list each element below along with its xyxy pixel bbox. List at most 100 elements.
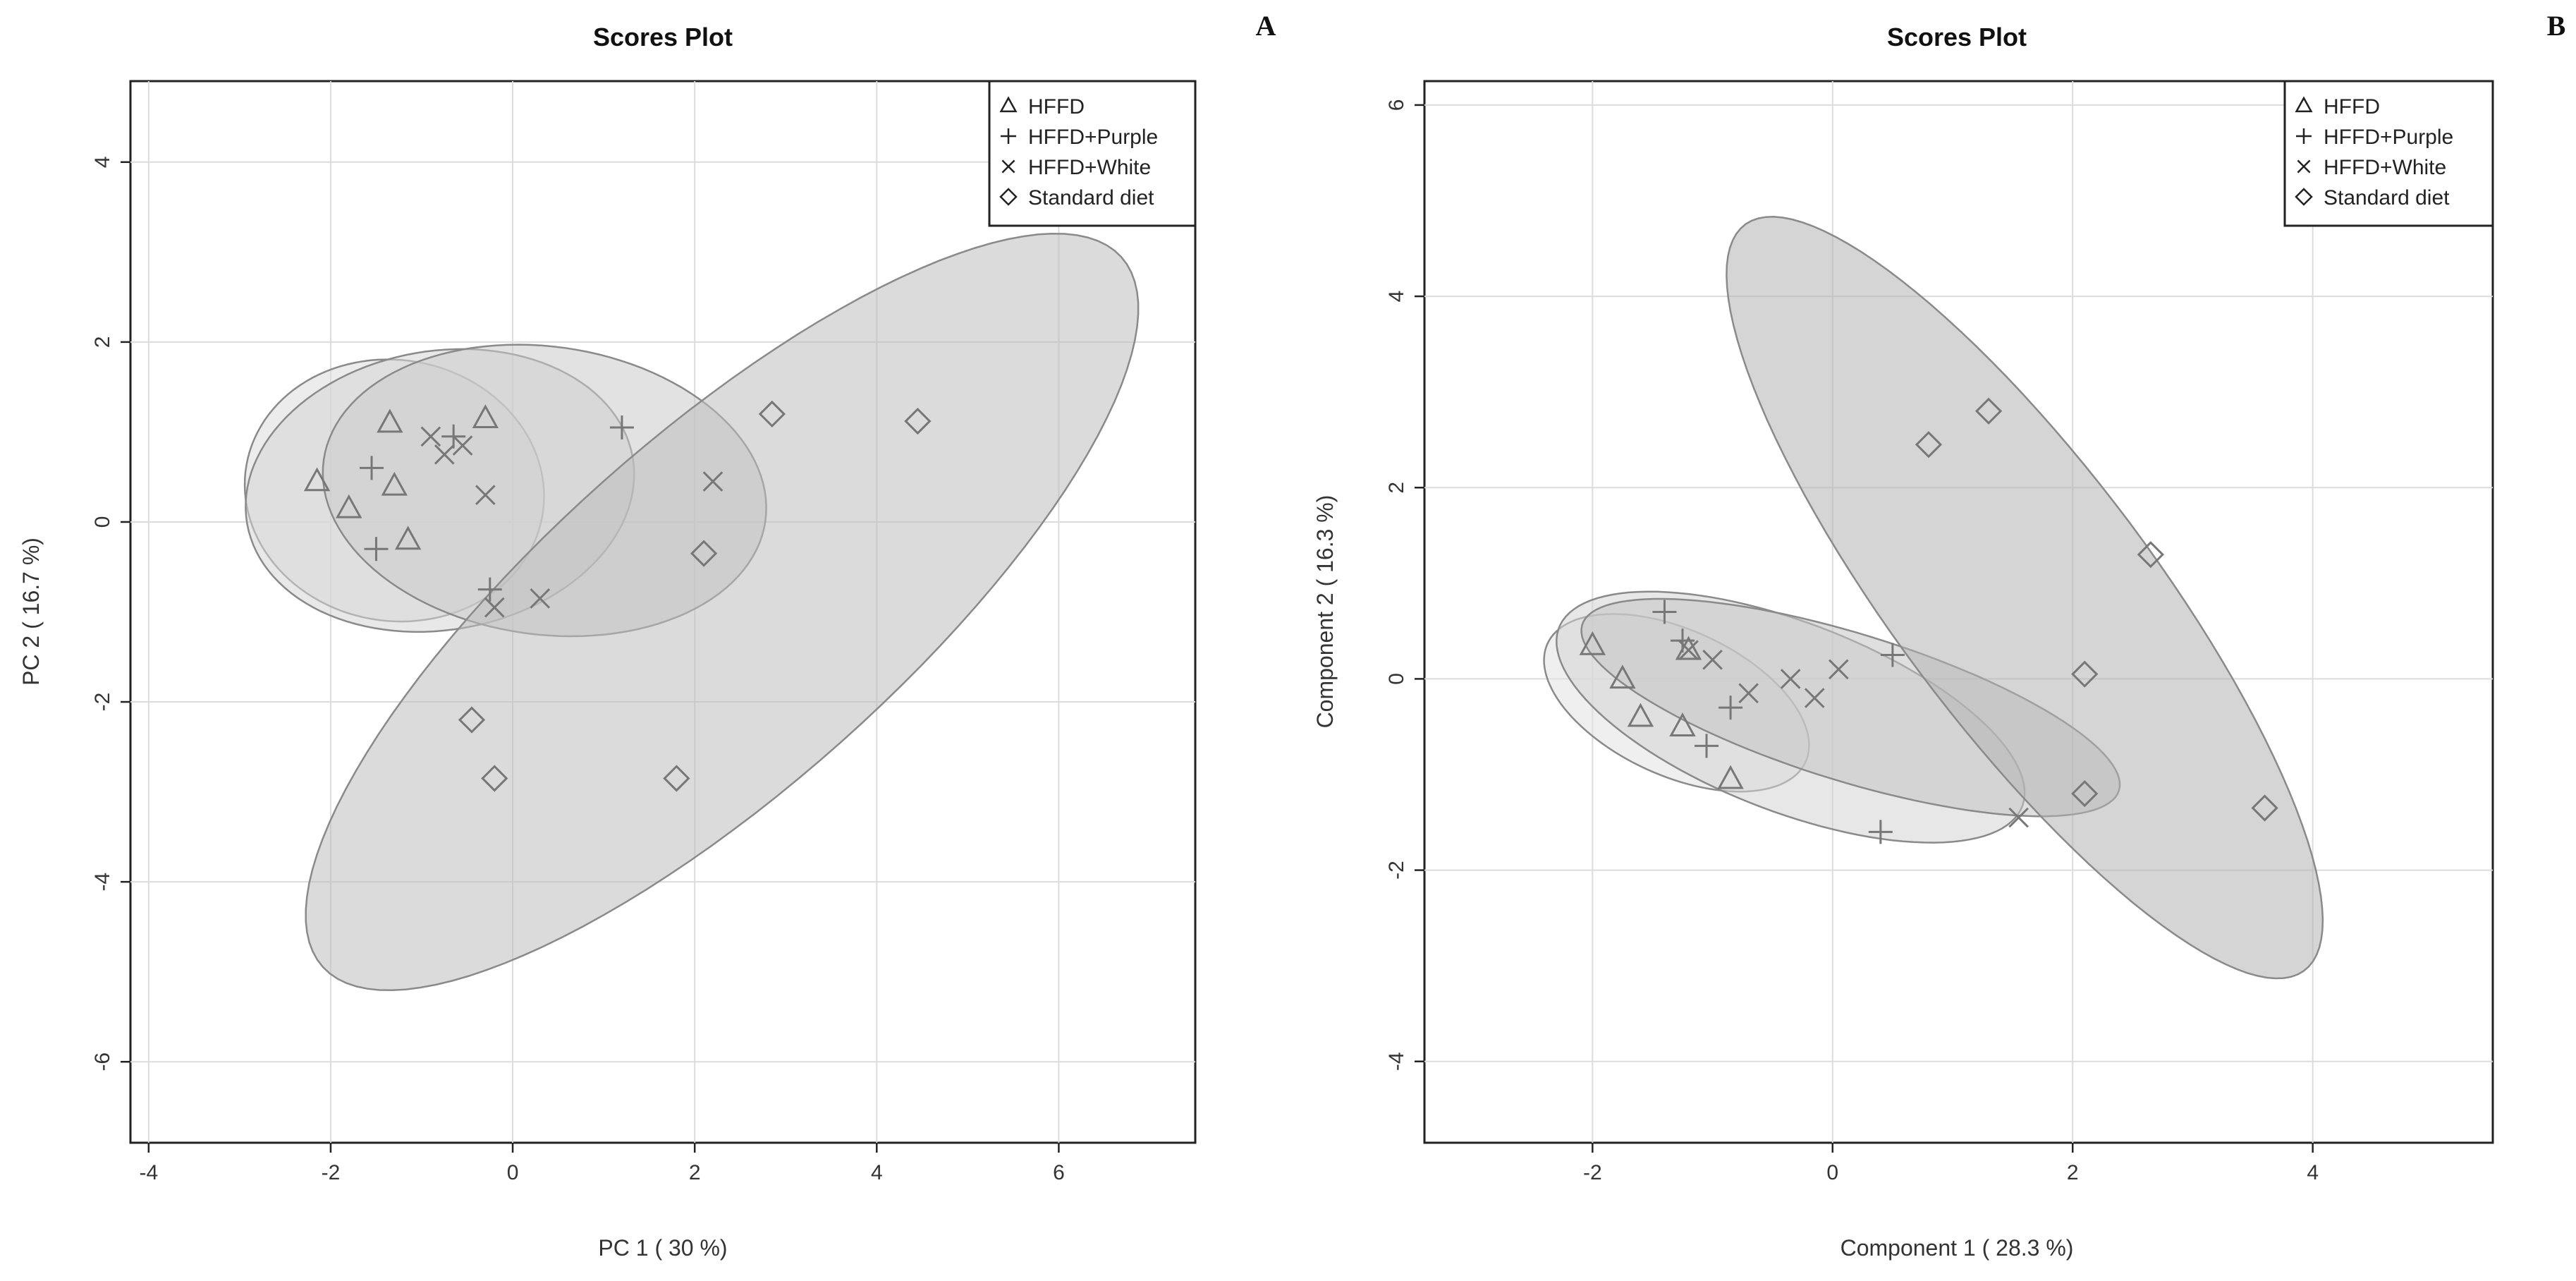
panel-b-point-standard-diet [1974,397,2003,425]
panel-a-y-tick-label: -2 [91,693,114,712]
panel-a-y-tick-label: 0 [91,516,114,528]
panel-a-legend-label-standard-diet: Standard diet [1028,186,1154,210]
panel-b-y-ticks: -4 -2 0 2 4 6 [1385,99,1424,1071]
panel-a-ellipses [243,232,1140,992]
panel-b-point-hffd-purple [1868,820,1893,844]
panel-a-point-hffd [472,404,499,429]
panel-b-point-hffd-purple [1719,696,1743,720]
panel-b-x-tick-label: -2 [1583,1161,1602,1184]
panel-b-title: Scores Plot [1887,23,2027,51]
panel-a-point-hffd-purple [477,577,502,602]
panel-b-y-tick-label: -4 [1385,1052,1408,1071]
panel-a-point-hffd [377,408,403,433]
panel-a-legend-marker-hffd-purple [1001,128,1016,144]
panel-a-point-standard-diet [458,706,486,734]
panel-a-point-standard-diet [904,407,932,435]
panel-a-legend-marker-hffd [999,96,1018,113]
panel-b-legend-label-hffd-purple: HFFD+Purple [2324,126,2453,149]
panel-a-point-hffd-white [475,485,496,506]
panel-b-point-standard-diet [1915,431,1943,459]
panel-a-point-standard-diet [663,765,690,792]
panel-a-point-hffd-purple [609,415,634,440]
panel-b-point-hffd [1669,712,1696,736]
panel-b-x-tick-label: 2 [2067,1161,2079,1184]
panel-a-point-standard-diet [690,540,718,567]
panel-a-points [303,400,932,792]
panel-b-point-hffd-white [2008,807,2029,828]
panel-a-y-tick-label: 2 [91,336,114,348]
panel-b-point-hffd-white [1678,640,1699,661]
panel-b-point-standard-diet [2251,794,2278,822]
panel-b-point-hffd-white [1780,669,1801,689]
panel-b-x-ticks: -2 0 2 4 [1583,1143,2319,1184]
panel-b-point-hffd-white [1804,688,1825,708]
panel-a-y-tick-label: -4 [91,873,114,892]
panel-a-legend-marker-standard-diet [999,188,1018,206]
panel-b-y-tick-label: 6 [1385,99,1408,111]
panel-b-point-hffd-purple [1652,600,1677,624]
panel-b-point-hffd-white [1738,683,1759,704]
panel-a-y-axis-label: PC 2 ( 16.7 %) [18,538,44,686]
panel-b-legend-label-hffd-white: HFFD+White [2324,156,2446,179]
panel-b-point-hffd-white [1702,649,1723,670]
panel-a-point-hffd-white [702,471,724,492]
panel-a-x-tick-label: 4 [871,1161,883,1184]
panel-a-ellipse-standard-diet [305,232,1140,992]
panel-b-legend-label-hffd: HFFD [2324,95,2380,119]
panel-a-point-standard-diet [481,765,508,792]
panel-b: Scores Plot B -2 0 2 4 -4 -2 0 2 4 6 Component 1… [1312,10,2565,1261]
panel-a-point-hffd-white [452,435,473,456]
panel-a-point-hffd [394,526,422,550]
panel-a-legend-marker-hffd-white [1001,159,1015,174]
panel-a-point-hffd-white [434,444,455,465]
panel-b-point-standard-diet [2137,541,2164,569]
panel-a-x-ticks: -4 -2 0 2 4 6 [139,1143,1065,1184]
panel-a-letter: A [1256,10,1276,42]
panel-a-point-hffd [381,471,408,496]
panel-a-legend: HFFD HFFD+Purple HFFD+White Standard diet [988,80,1197,227]
panel-b-ellipses [1543,216,2324,980]
panel-b-point-standard-diet [2071,660,2099,688]
panel-b-legend-label-standard-diet: Standard diet [2324,186,2450,210]
panel-a-point-hffd-purple [364,537,389,561]
panel-a-x-tick-label: 6 [1053,1161,1065,1184]
panel-b-points [1579,397,2278,844]
panel-b-legend-box [2283,80,2494,227]
panel-b-point-hffd-purple [1880,643,1905,667]
panel-a-x-tick-label: -4 [139,1161,158,1184]
panel-b-y-axis-label: Component 2 ( 16.3 %) [1312,495,1338,729]
panel-b-point-hffd-purple [1670,629,1695,653]
panel-b-y-tick-label: 2 [1385,482,1408,494]
panel-b-legend-marker-hffd-white [2297,159,2311,174]
panel-a-legend-box [988,80,1197,227]
panel-a-x-tick-label: -2 [322,1161,341,1184]
panel-b-letter: B [2547,10,2566,42]
panel-b-point-hffd [1717,765,1744,789]
panel-b-x-axis-label: Component 1 ( 28.3 %) [1841,1235,2074,1261]
panel-b-ellipse-standard-diet [1726,216,2324,980]
panel-b-legend-marker-standard-diet [2295,188,2313,206]
panel-a-point-hffd [303,467,331,492]
panel-a-y-ticks: -6 -4 -2 0 2 4 [91,156,130,1071]
panel-a-x-tick-label: 0 [507,1161,519,1184]
panel-b-point-hffd [1579,631,1606,655]
panel-b-legend: HFFD HFFD+Purple HFFD+White Standard diet [2283,80,2494,227]
panel-b-legend-items: HFFD HFFD+Purple HFFD+White Standard diet [2295,95,2453,210]
panel-b-point-hffd-purple [1695,734,1719,758]
panel-a-x-tick-label: 2 [689,1161,701,1184]
panel-a-point-hffd-white [484,597,505,618]
panel-b-point-standard-diet [2071,779,2099,808]
panel-a-legend-label-hffd-purple: HFFD+Purple [1028,126,1158,149]
panel-a-legend-label-hffd: HFFD [1028,95,1085,119]
panel-b-legend-marker-hffd [2295,96,2313,113]
panel-a-y-tick-label: 4 [91,156,114,168]
panel-b-point-hffd [1627,703,1654,727]
panel-a: Scores Plot A -4 -2 0 2 4 6 -6 -4 -2 0 2 4 PC 1 ( … [18,10,1276,1261]
panel-b-x-tick-label: 4 [2307,1161,2319,1184]
panel-a-y-tick-label: -6 [91,1052,114,1071]
panel-a-point-hffd [336,494,362,518]
panel-b-y-tick-label: 0 [1385,673,1408,685]
panel-b-point-hffd [1609,664,1636,689]
panel-a-title: Scores Plot [593,23,733,51]
